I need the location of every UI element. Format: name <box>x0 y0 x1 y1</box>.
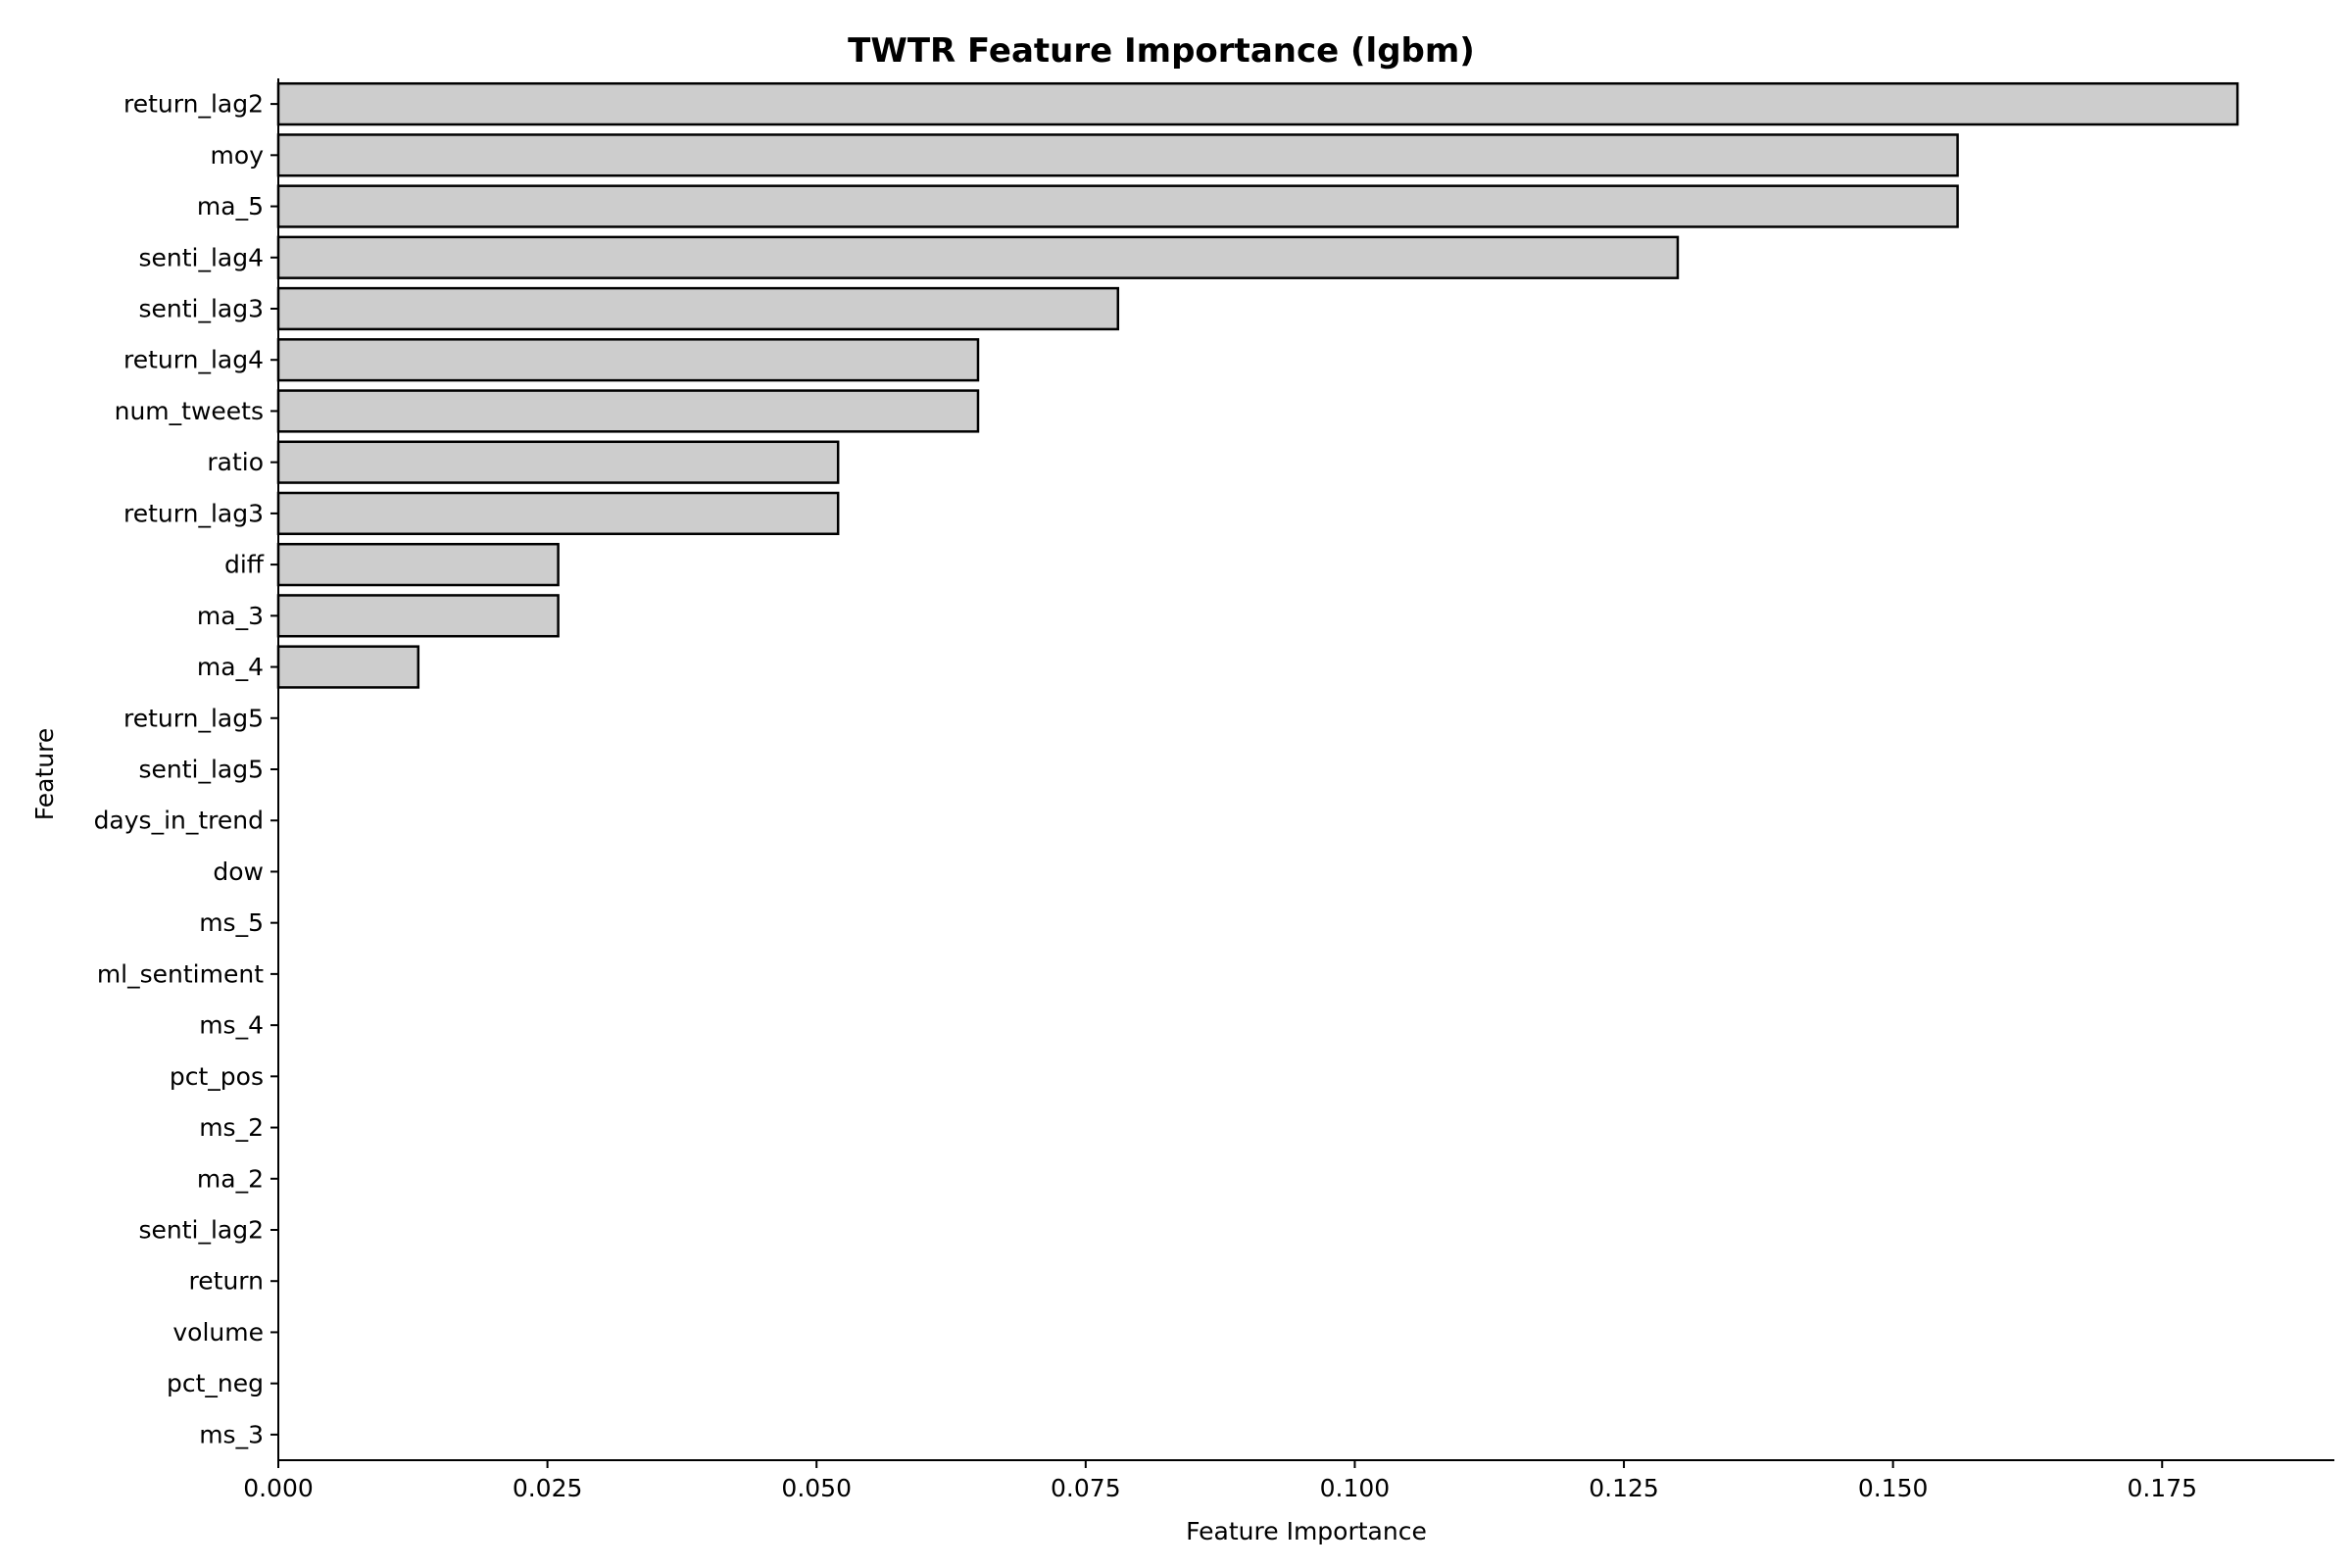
x-tick-label: 0.050 <box>781 1474 852 1502</box>
y-tick-label: return_lag3 <box>123 499 264 527</box>
bars-layer <box>276 81 2239 689</box>
bar-num_tweets <box>276 389 980 433</box>
y-tick-label: return <box>189 1267 264 1296</box>
bar-return_lag3 <box>276 491 840 536</box>
bar-senti_lag3 <box>276 286 1120 331</box>
x-tick-label: 0.000 <box>243 1474 314 1502</box>
y-tick-label: pct_pos <box>170 1062 264 1091</box>
y-tick-label: senti_lag4 <box>138 243 264 271</box>
x-tick-label: 0.175 <box>2127 1474 2197 1502</box>
y-tick-label: ratio <box>207 448 264 476</box>
x-tick-label: 0.150 <box>1858 1474 1929 1502</box>
bar-return_lag4 <box>276 338 980 382</box>
chart-title: TWTR Feature Importance (lgbm) <box>848 31 1475 71</box>
y-tick-label: ma_4 <box>197 653 264 681</box>
bar-ma_4 <box>276 645 420 689</box>
bar-ratio <box>276 440 840 484</box>
y-tick-label: ms_4 <box>199 1011 264 1040</box>
y-tick-label: num_tweets <box>115 397 264 425</box>
y-tick-label: senti_lag3 <box>138 295 264 323</box>
y-tick-label: senti_lag5 <box>138 756 264 784</box>
bar-moy <box>276 133 1959 177</box>
bar-senti_lag4 <box>276 235 1680 279</box>
y-tick-label: volume <box>172 1318 264 1347</box>
bar-ma_3 <box>276 594 560 638</box>
bar-return_lag2 <box>276 81 2239 126</box>
y-tick-label: dow <box>213 858 264 886</box>
x-tick-label: 0.125 <box>1589 1474 1659 1502</box>
y-tick-label: return_lag4 <box>123 346 264 374</box>
y-tick-label: senti_lag2 <box>138 1216 264 1245</box>
y-tick-label: pct_neg <box>167 1369 264 1397</box>
y-tick-label: moy <box>211 141 265 170</box>
y-tick-label: ma_2 <box>197 1164 264 1193</box>
x-axis-label: Feature Importance <box>1186 1517 1427 1545</box>
x-tick-label: 0.025 <box>513 1474 583 1502</box>
x-axis-ticks: 0.000 0.025 0.050 0.075 0.100 0.125 0.150 0.175 <box>243 1460 2197 1502</box>
bar-ma_5 <box>276 184 1959 228</box>
x-tick-label: 0.075 <box>1051 1474 1121 1502</box>
y-tick-label: ma_5 <box>197 192 264 220</box>
y-tick-label: ms_2 <box>199 1113 264 1142</box>
y-tick-label: days_in_trend <box>94 807 264 835</box>
y-tick-label: return_lag2 <box>123 90 264 119</box>
y-axis-label: Feature <box>30 728 59 820</box>
y-tick-label: ml_sentiment <box>97 959 264 988</box>
y-tick-label: return_lag5 <box>123 704 264 732</box>
bar-diff <box>276 542 560 587</box>
y-tick-label: ms_3 <box>199 1420 264 1448</box>
x-tick-label: 0.100 <box>1320 1474 1391 1502</box>
y-tick-label: ma_3 <box>197 602 264 630</box>
y-tick-label: ms_5 <box>199 908 264 937</box>
y-tick-label: diff <box>224 551 265 579</box>
